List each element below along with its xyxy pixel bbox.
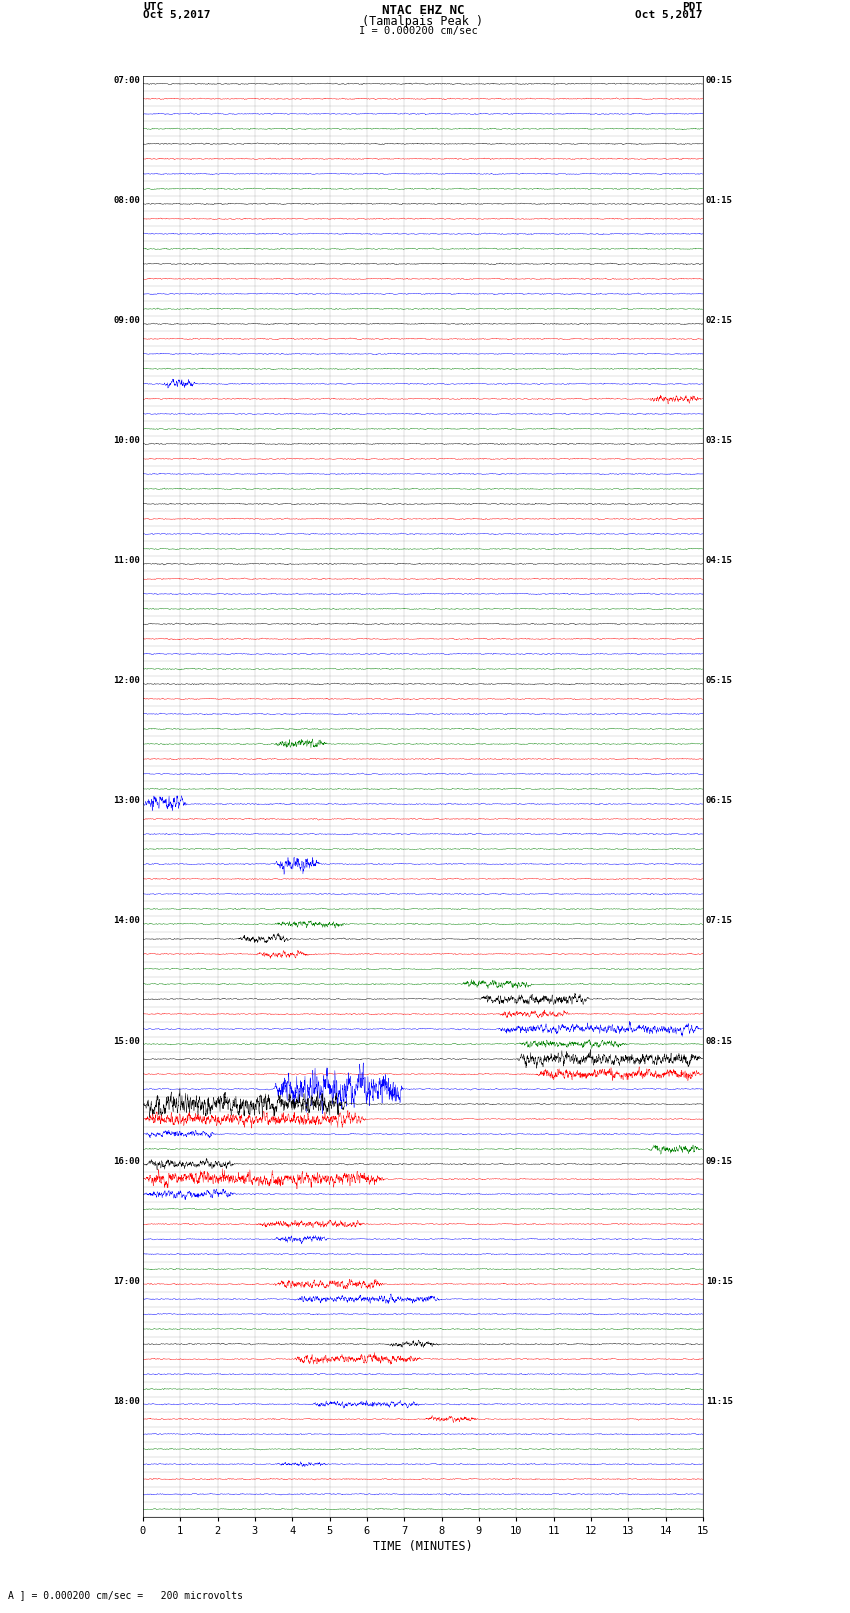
Text: 09:00: 09:00: [113, 316, 140, 326]
Text: A ] = 0.000200 cm/sec =   200 microvolts: A ] = 0.000200 cm/sec = 200 microvolts: [8, 1590, 243, 1600]
Text: 13:00: 13:00: [113, 797, 140, 805]
Text: 18:00: 18:00: [113, 1397, 140, 1405]
Text: 07:00: 07:00: [113, 76, 140, 85]
Text: 08:00: 08:00: [113, 197, 140, 205]
Text: 07:15: 07:15: [706, 916, 733, 926]
Text: NTAC EHZ NC: NTAC EHZ NC: [382, 5, 464, 18]
Text: 11:00: 11:00: [113, 556, 140, 566]
Text: 10:15: 10:15: [706, 1276, 733, 1286]
Text: UTC: UTC: [143, 3, 163, 13]
Text: 05:15: 05:15: [706, 676, 733, 686]
Text: 15:00: 15:00: [113, 1037, 140, 1045]
Text: 11:15: 11:15: [706, 1397, 733, 1405]
Text: 12:00: 12:00: [113, 676, 140, 686]
Text: 08:15: 08:15: [706, 1037, 733, 1045]
Text: 09:15: 09:15: [706, 1157, 733, 1166]
Text: I = 0.000200 cm/sec: I = 0.000200 cm/sec: [360, 26, 478, 35]
X-axis label: TIME (MINUTES): TIME (MINUTES): [373, 1540, 473, 1553]
Text: 00:15: 00:15: [706, 76, 733, 85]
Text: Oct 5,2017: Oct 5,2017: [635, 11, 703, 21]
Text: 02:15: 02:15: [706, 316, 733, 326]
Text: 03:15: 03:15: [706, 437, 733, 445]
Text: 14:00: 14:00: [113, 916, 140, 926]
Text: 17:00: 17:00: [113, 1276, 140, 1286]
Text: 10:00: 10:00: [113, 437, 140, 445]
Text: (Tamalpais Peak ): (Tamalpais Peak ): [362, 16, 484, 29]
Text: 04:15: 04:15: [706, 556, 733, 566]
Text: PDT: PDT: [683, 3, 703, 13]
Text: 06:15: 06:15: [706, 797, 733, 805]
Text: 01:15: 01:15: [706, 197, 733, 205]
Text: Oct 5,2017: Oct 5,2017: [143, 11, 211, 21]
Text: 16:00: 16:00: [113, 1157, 140, 1166]
